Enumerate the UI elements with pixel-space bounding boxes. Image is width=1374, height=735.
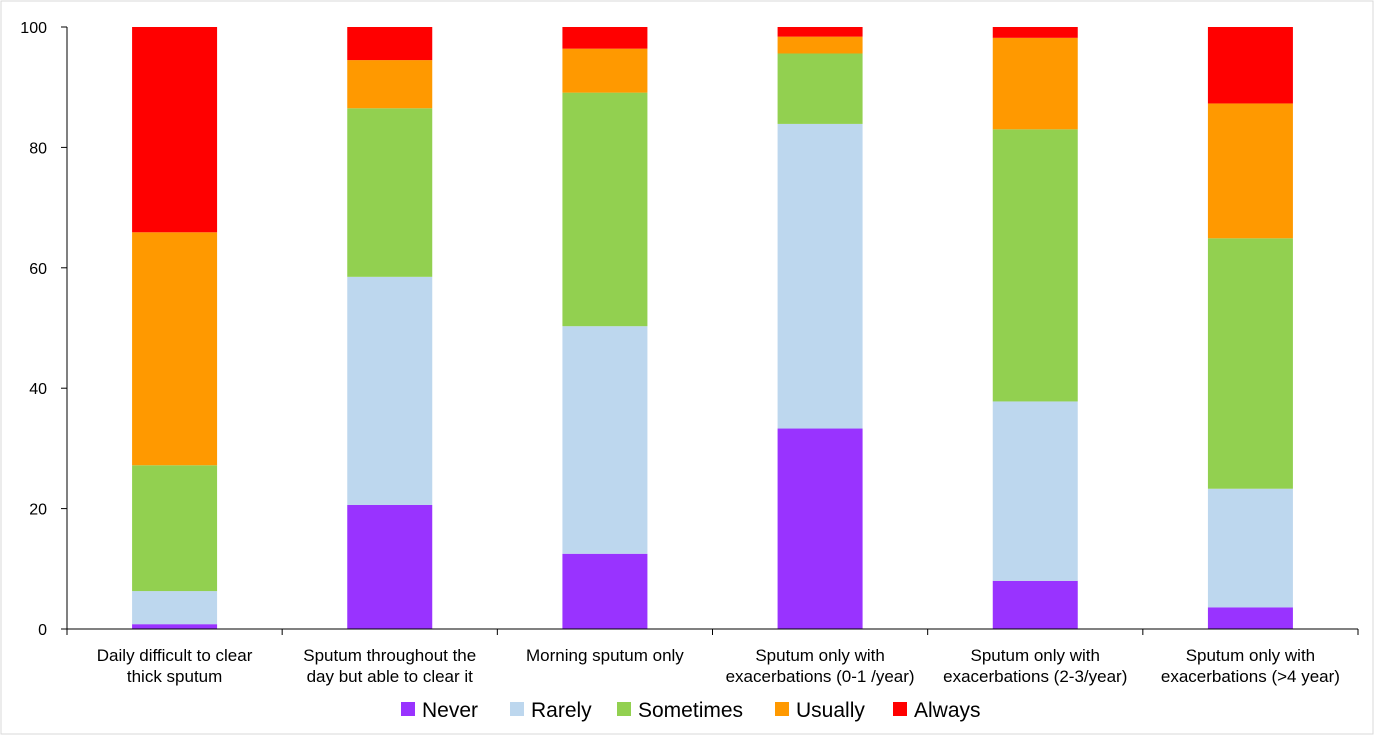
legend-label-sometimes: Sometimes	[638, 699, 743, 722]
category-label-6-line-1: Sputum only with	[1186, 646, 1315, 665]
bar-segment-never-4	[777, 428, 863, 629]
bar-segment-rarely-4	[777, 123, 863, 429]
bar-segment-sometimes-4	[777, 53, 863, 124]
category-label-4-line-2: exacerbations (0-1 /year)	[726, 667, 915, 686]
bar-segment-never-6	[1207, 607, 1293, 629]
bars	[132, 27, 1293, 629]
bar-segment-usually-3	[562, 48, 648, 93]
bar-segment-sometimes-6	[1207, 238, 1293, 489]
y-tick-label-80: 80	[29, 140, 47, 157]
category-label-5-line-1: Sputum only with	[971, 646, 1100, 665]
y-tick-label-60: 60	[29, 261, 47, 278]
category-label-2-line-1: Sputum throughout the	[303, 646, 476, 665]
bar-segment-sometimes-5	[992, 129, 1078, 402]
legend-label-rarely: Rarely	[531, 699, 592, 722]
category-label-5-line-2: exacerbations (2-3/year)	[943, 667, 1127, 686]
legend-swatch-never	[401, 702, 415, 716]
bar-segment-sometimes-2	[347, 108, 433, 277]
bar-segment-usually-1	[132, 232, 218, 466]
category-labels: Daily difficult to clear thick sputum Sput…	[97, 646, 1340, 686]
legend-swatch-usually	[775, 702, 789, 716]
bar-segment-never-5	[992, 580, 1078, 629]
bar-segment-sometimes-1	[132, 465, 218, 592]
category-label-1-line-1: Daily difficult to clear	[97, 646, 253, 665]
bar-segment-never-1	[132, 624, 218, 629]
y-tick-label-20: 20	[29, 502, 47, 519]
bar-segment-always-1	[132, 27, 218, 233]
category-label-6-line-2: exacerbations (>4 year)	[1161, 667, 1340, 686]
y-tick-label-0: 0	[38, 622, 47, 639]
axes: 0 20 40 60 80 100	[20, 20, 1359, 639]
bar-segment-always-6	[1207, 27, 1293, 104]
bar-segment-rarely-2	[347, 276, 433, 505]
bar-segment-sometimes-3	[562, 92, 648, 327]
bar-segment-rarely-3	[562, 326, 648, 554]
bar-segment-always-4	[777, 27, 863, 37]
category-label-2-line-2: day but able to clear it	[307, 667, 474, 686]
legend-label-usually: Usually	[796, 699, 865, 722]
legend-swatch-rarely	[510, 702, 524, 716]
bar-segment-rarely-1	[132, 591, 218, 625]
bar-segment-rarely-6	[1207, 488, 1293, 608]
category-label-4-line-1: Sputum only with	[755, 646, 884, 665]
bar-segment-usually-5	[992, 37, 1078, 130]
legend-swatch-sometimes	[617, 702, 631, 716]
legend-label-never: Never	[422, 699, 478, 722]
bar-segment-usually-6	[1207, 103, 1293, 239]
legend-label-always: Always	[914, 699, 981, 722]
bar-segment-usually-2	[347, 60, 433, 109]
bar-segment-always-5	[992, 27, 1078, 38]
bar-segment-never-2	[347, 504, 433, 629]
bar-segment-usually-4	[777, 36, 863, 54]
bar-segment-always-2	[347, 27, 433, 61]
bar-segment-rarely-5	[992, 401, 1078, 581]
bar-segment-never-3	[562, 553, 648, 629]
legend: Never Rarely Sometimes Usually Always	[401, 699, 981, 722]
legend-swatch-always	[893, 702, 907, 716]
y-tick-label-40: 40	[29, 381, 47, 398]
bar-segment-always-3	[562, 27, 648, 49]
category-label-3-line-1: Morning sputum only	[526, 646, 684, 665]
category-label-1-line-2: thick sputum	[127, 667, 222, 686]
y-tick-label-100: 100	[20, 20, 47, 37]
